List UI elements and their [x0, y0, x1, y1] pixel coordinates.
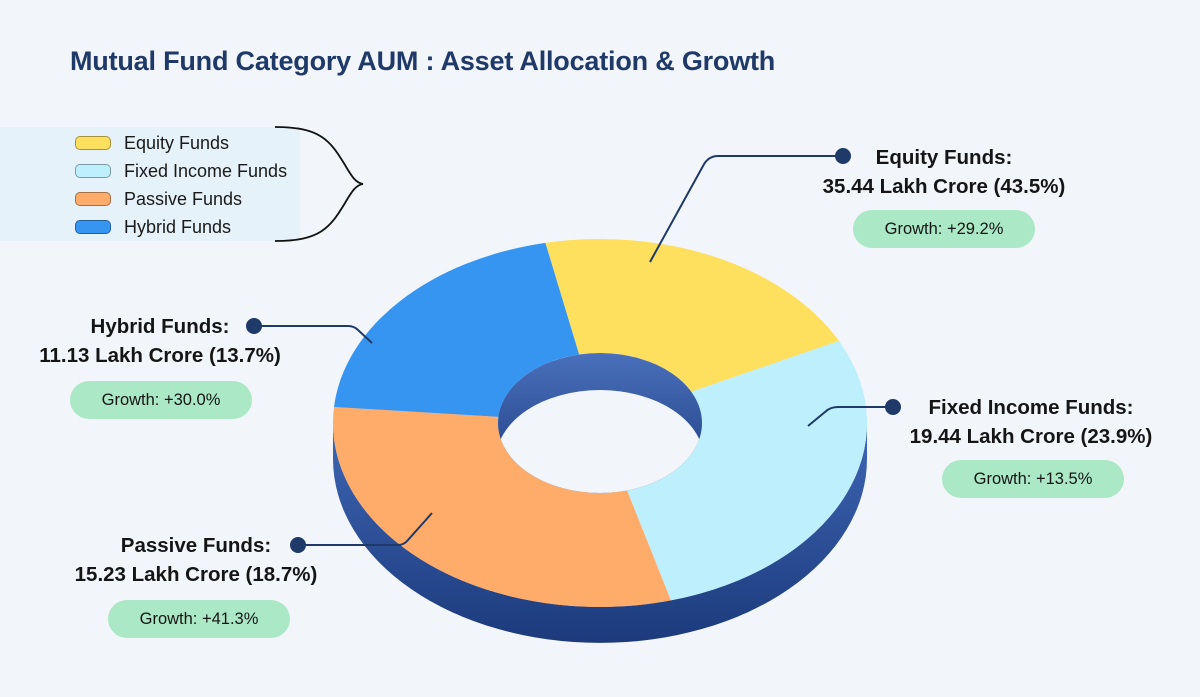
label-name: Hybrid Funds: [90, 315, 230, 338]
legend-label: Equity Funds [124, 132, 230, 153]
leader-line-equity [649, 155, 843, 263]
label-value: 15.23 Lakh Crore (18.7%) [74, 563, 318, 586]
chart-title: Mutual Fund Category AUM : Asset Allocat… [70, 46, 776, 76]
legend-item-fixed-income: Fixed Income Funds [75, 159, 287, 183]
leader-line-fixed-income [807, 406, 893, 427]
marker-dot-hybrid [246, 318, 262, 334]
legend-swatch [75, 164, 111, 178]
label-value: 11.13 Lakh Crore (13.7%) [39, 344, 281, 367]
label-name: Equity Funds: [875, 146, 1013, 169]
legend-swatch [75, 220, 111, 234]
data-label-fixed-income: Fixed Income Funds: 19.44 Lakh Crore (23… [871, 393, 1191, 451]
slice-passive [333, 406, 671, 607]
growth-badge-hybrid: Growth: +30.0% [70, 381, 252, 419]
label-value: 35.44 Lakh Crore (43.5%) [822, 175, 1066, 198]
legend-label: Fixed Income Funds [124, 160, 288, 181]
legend-swatch [75, 192, 111, 206]
label-value: 19.44 Lakh Crore (23.9%) [909, 425, 1153, 448]
marker-dot-fixed-income [885, 399, 901, 415]
label-name: Fixed Income Funds: [928, 396, 1134, 419]
legend-item-passive: Passive Funds [75, 187, 242, 211]
leader-line-passive [298, 512, 433, 546]
legend-label: Passive Funds [124, 188, 243, 209]
donut-side-wall [333, 423, 867, 643]
growth-badge-equity: Growth: +29.2% [853, 210, 1035, 248]
data-label-equity: Equity Funds: 35.44 Lakh Crore (43.5%) [784, 143, 1104, 201]
growth-badge-fixed-income: Growth: +13.5% [942, 460, 1124, 498]
legend-brace [274, 126, 364, 242]
legend [0, 127, 300, 241]
slice-equity [545, 239, 839, 392]
marker-dot-passive [290, 537, 306, 553]
leader-line-hybrid [254, 325, 373, 344]
slice-fixed-income [627, 340, 867, 601]
label-name: Passive Funds: [120, 534, 272, 557]
growth-badge-passive: Growth: +41.3% [108, 600, 290, 638]
slice-hybrid [334, 242, 580, 417]
donut-hole-floor [498, 390, 702, 493]
legend-label: Hybrid Funds [124, 216, 232, 237]
data-label-passive: Passive Funds: 15.23 Lakh Crore (18.7%) [36, 531, 356, 589]
data-label-hybrid: Hybrid Funds: 11.13 Lakh Crore (13.7%) [0, 312, 320, 370]
legend-item-equity: Equity Funds [75, 131, 229, 155]
legend-swatch [75, 136, 111, 150]
marker-dot-equity [835, 148, 851, 164]
legend-item-hybrid: Hybrid Funds [75, 215, 231, 239]
